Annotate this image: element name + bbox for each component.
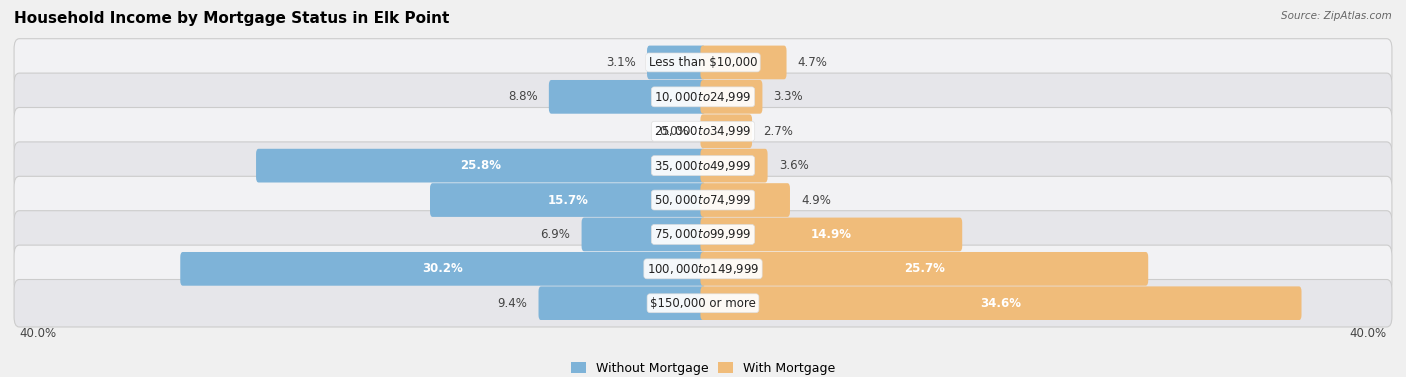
- Text: 3.6%: 3.6%: [779, 159, 808, 172]
- Text: $50,000 to $74,999: $50,000 to $74,999: [654, 193, 752, 207]
- Legend: Without Mortgage, With Mortgage: Without Mortgage, With Mortgage: [571, 362, 835, 375]
- Text: $100,000 to $149,999: $100,000 to $149,999: [647, 262, 759, 276]
- Text: 3.1%: 3.1%: [606, 56, 636, 69]
- FancyBboxPatch shape: [180, 252, 706, 286]
- FancyBboxPatch shape: [700, 46, 786, 79]
- FancyBboxPatch shape: [14, 176, 1392, 224]
- FancyBboxPatch shape: [14, 279, 1392, 327]
- Text: 4.9%: 4.9%: [801, 193, 831, 207]
- Text: $150,000 or more: $150,000 or more: [650, 297, 756, 310]
- FancyBboxPatch shape: [700, 183, 790, 217]
- Text: $25,000 to $34,999: $25,000 to $34,999: [654, 124, 752, 138]
- FancyBboxPatch shape: [14, 245, 1392, 293]
- FancyBboxPatch shape: [700, 287, 1302, 320]
- Text: 15.7%: 15.7%: [547, 193, 588, 207]
- Text: 25.8%: 25.8%: [460, 159, 502, 172]
- Text: 14.9%: 14.9%: [811, 228, 852, 241]
- Text: $35,000 to $49,999: $35,000 to $49,999: [654, 159, 752, 173]
- FancyBboxPatch shape: [548, 80, 706, 114]
- FancyBboxPatch shape: [14, 107, 1392, 155]
- Text: 34.6%: 34.6%: [980, 297, 1022, 310]
- FancyBboxPatch shape: [700, 149, 768, 182]
- Text: 2.7%: 2.7%: [763, 125, 793, 138]
- FancyBboxPatch shape: [700, 80, 762, 114]
- FancyBboxPatch shape: [14, 211, 1392, 258]
- Text: Source: ZipAtlas.com: Source: ZipAtlas.com: [1281, 11, 1392, 21]
- Text: 9.4%: 9.4%: [498, 297, 527, 310]
- Text: 40.0%: 40.0%: [20, 326, 56, 340]
- Text: 30.2%: 30.2%: [423, 262, 464, 275]
- FancyBboxPatch shape: [647, 46, 706, 79]
- FancyBboxPatch shape: [582, 218, 706, 251]
- Text: 6.9%: 6.9%: [540, 228, 571, 241]
- FancyBboxPatch shape: [700, 114, 752, 148]
- FancyBboxPatch shape: [538, 287, 706, 320]
- Text: 3.3%: 3.3%: [773, 90, 803, 103]
- FancyBboxPatch shape: [430, 183, 706, 217]
- FancyBboxPatch shape: [700, 218, 962, 251]
- Text: Less than $10,000: Less than $10,000: [648, 56, 758, 69]
- Text: $75,000 to $99,999: $75,000 to $99,999: [654, 227, 752, 241]
- Text: 0.0%: 0.0%: [659, 125, 689, 138]
- Text: $10,000 to $24,999: $10,000 to $24,999: [654, 90, 752, 104]
- Text: 8.8%: 8.8%: [508, 90, 537, 103]
- FancyBboxPatch shape: [256, 149, 706, 182]
- Text: 40.0%: 40.0%: [1350, 326, 1386, 340]
- Text: 4.7%: 4.7%: [797, 56, 828, 69]
- FancyBboxPatch shape: [700, 252, 1149, 286]
- FancyBboxPatch shape: [14, 39, 1392, 86]
- Text: Household Income by Mortgage Status in Elk Point: Household Income by Mortgage Status in E…: [14, 11, 450, 26]
- FancyBboxPatch shape: [14, 73, 1392, 121]
- FancyBboxPatch shape: [14, 142, 1392, 189]
- Text: 25.7%: 25.7%: [904, 262, 945, 275]
